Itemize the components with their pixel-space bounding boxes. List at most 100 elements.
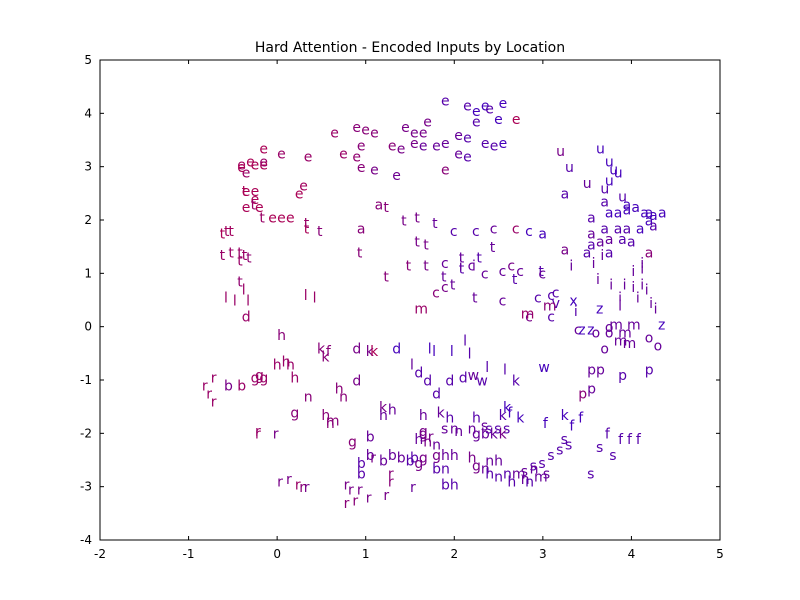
point-label: a xyxy=(614,221,623,237)
point-label: h xyxy=(277,328,286,344)
point-label: i xyxy=(631,280,635,296)
axis-ticks: -2 -1 0 1 2 3 4 5 -4 -3 -2 -1 0 1 2 3 4 5 xyxy=(80,53,724,561)
point-label: l xyxy=(450,344,454,360)
point-label: d xyxy=(459,371,468,387)
point-label: e xyxy=(259,155,268,171)
point-label: u xyxy=(583,176,592,192)
point-label: n xyxy=(494,469,503,485)
point-label: e xyxy=(304,149,313,165)
point-label: g xyxy=(419,427,428,443)
point-label: m xyxy=(512,467,526,483)
point-label: c xyxy=(441,280,449,296)
point-label: u xyxy=(556,144,565,160)
point-label: g xyxy=(251,371,260,387)
point-label: e xyxy=(512,112,521,128)
point-label: a xyxy=(623,203,632,219)
point-label: h xyxy=(450,477,459,493)
y-tick-label: -1 xyxy=(80,373,92,387)
point-label: r xyxy=(286,472,292,488)
point-label: d xyxy=(414,365,423,381)
point-label: r xyxy=(428,429,434,445)
point-label: l xyxy=(432,344,436,360)
point-label: e xyxy=(463,99,472,115)
point-label: t xyxy=(220,248,226,264)
point-label: l xyxy=(410,357,414,373)
point-label: p xyxy=(645,363,654,379)
point-label: m xyxy=(521,307,535,323)
point-label: i xyxy=(645,283,649,299)
point-label: d xyxy=(445,373,454,389)
point-label: e xyxy=(388,139,397,155)
point-label: d xyxy=(242,309,251,325)
point-label: b xyxy=(441,477,450,493)
point-label: k xyxy=(512,373,521,389)
point-label: p xyxy=(587,363,596,379)
point-label: u xyxy=(605,155,614,171)
point-label: t xyxy=(251,197,257,213)
point-label: c xyxy=(538,267,546,283)
point-label: o xyxy=(605,325,614,341)
point-label: a xyxy=(600,221,609,237)
point-label: i xyxy=(640,277,644,293)
point-label: k xyxy=(379,400,388,416)
point-label: e xyxy=(463,131,472,147)
point-label: m xyxy=(414,301,428,317)
point-label: e xyxy=(494,112,503,128)
point-label: t xyxy=(242,248,248,264)
point-label: s xyxy=(609,448,616,464)
point-label: w xyxy=(468,368,479,384)
point-label: a xyxy=(645,205,654,221)
point-label: o xyxy=(600,341,609,357)
point-label: f xyxy=(507,405,513,421)
point-label: t xyxy=(383,269,389,285)
point-label: k xyxy=(366,344,375,360)
point-label: r xyxy=(348,483,354,499)
point-label: n xyxy=(530,461,539,477)
point-label: t xyxy=(383,200,389,216)
point-label: d xyxy=(352,373,361,389)
y-tick-label: -2 xyxy=(80,426,92,440)
x-tick-label: -1 xyxy=(183,547,195,561)
point-label: t xyxy=(242,184,248,200)
point-label: e xyxy=(392,168,401,184)
point-label: h xyxy=(494,453,503,469)
point-label: v xyxy=(552,296,560,312)
point-label: k xyxy=(370,344,379,360)
point-label: c xyxy=(441,256,449,272)
point-label: a xyxy=(623,197,632,213)
point-label: i xyxy=(459,259,463,275)
point-label: s xyxy=(547,448,554,464)
point-label: g xyxy=(472,427,481,443)
point-label: e xyxy=(277,147,286,163)
point-label: h xyxy=(468,451,477,467)
point-label: g xyxy=(472,459,481,475)
point-label: l xyxy=(468,347,472,363)
chart-title: Hard Attention - Encoded Inputs by Locat… xyxy=(255,40,565,56)
point-label: z xyxy=(587,323,594,339)
point-label: c xyxy=(525,224,533,240)
point-label: r xyxy=(388,475,394,491)
point-label: h xyxy=(335,381,344,397)
axes-frame xyxy=(99,59,721,541)
point-label: h xyxy=(472,411,481,427)
point-label: i xyxy=(574,304,578,320)
point-label: f xyxy=(627,432,633,448)
point-label: e xyxy=(490,139,499,155)
point-label: s xyxy=(561,432,568,448)
point-label: d xyxy=(423,373,432,389)
point-label: e xyxy=(242,165,251,181)
point-label: a xyxy=(645,213,654,229)
point-label: r xyxy=(299,480,305,496)
point-label: e xyxy=(472,104,481,120)
point-label: e xyxy=(432,139,441,155)
point-label: e xyxy=(419,139,428,155)
point-label: e xyxy=(370,163,379,179)
point-label: g xyxy=(419,451,428,467)
point-label: s xyxy=(494,421,501,437)
point-label: k xyxy=(490,427,499,443)
point-label: b xyxy=(379,453,388,469)
point-label: p xyxy=(587,381,596,397)
point-label: c xyxy=(525,309,533,325)
point-label: l xyxy=(428,341,432,357)
point-label: c xyxy=(507,259,515,275)
